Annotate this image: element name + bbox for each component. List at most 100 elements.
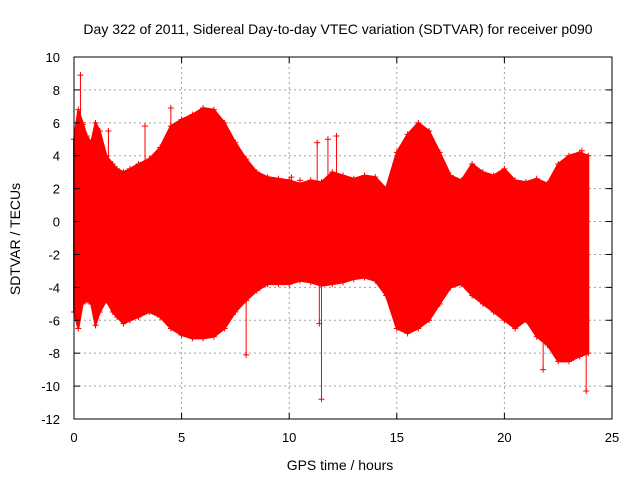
data-point-upper [83, 132, 90, 139]
data-point-outlier [583, 388, 590, 395]
data-point-lower [96, 309, 103, 316]
data-point-outlier [77, 72, 84, 79]
y-tick-label: 10 [46, 50, 60, 65]
data-point-lower [361, 274, 368, 281]
data-point-upper [372, 174, 379, 181]
data-point-upper [307, 177, 314, 184]
data-point-lower [458, 281, 465, 288]
data-point-upper [232, 139, 239, 146]
y-tick-label: -4 [48, 280, 60, 295]
y-tick-label: 0 [53, 215, 60, 230]
data-point-outlier [318, 396, 325, 403]
data-point-lower [146, 309, 153, 316]
data-point-lower [92, 322, 99, 329]
y-tick-label: 2 [53, 182, 60, 197]
data-point-upper [426, 128, 433, 135]
data-point-upper [447, 172, 454, 179]
data-point-lower [178, 332, 185, 339]
y-tick-label: 4 [53, 149, 60, 164]
data-point-lower [83, 297, 90, 304]
data-point-lower [426, 317, 433, 324]
data-point-outlier [578, 147, 585, 154]
data-point-upper [178, 116, 185, 123]
data-point-upper [275, 175, 282, 182]
data-point-outlier [540, 366, 547, 373]
data-point-lower [286, 281, 293, 288]
data-point-lower [350, 276, 357, 283]
data-point-lower [200, 335, 207, 342]
data-point-lower [221, 325, 228, 332]
data-point-lower [404, 330, 411, 337]
data-point-upper [555, 160, 562, 167]
data-point-lower [307, 279, 314, 286]
data-point-upper [114, 165, 121, 172]
data-point-lower [264, 281, 271, 288]
data-point-upper [221, 119, 228, 126]
data-point-upper [88, 139, 95, 146]
y-tick-label: 8 [53, 83, 60, 98]
data-point-upper [135, 160, 142, 167]
sdtvar-band [73, 106, 590, 363]
y-tick-label: -10 [41, 379, 60, 394]
data-points [71, 72, 592, 403]
data-point-lower [501, 317, 508, 324]
data-point-upper [436, 149, 443, 156]
data-point-upper [109, 160, 116, 167]
data-point-upper [200, 105, 207, 112]
data-point-upper [393, 149, 400, 156]
data-point-outlier [288, 174, 295, 181]
data-point-upper [157, 144, 164, 151]
data-point-upper [522, 179, 529, 186]
data-point-lower [383, 292, 390, 299]
data-point-upper [415, 119, 422, 126]
data-point-lower [103, 297, 110, 304]
data-point-upper [469, 160, 476, 167]
data-point-outlier [324, 136, 331, 143]
y-tick-label: -6 [48, 313, 60, 328]
data-point-upper [210, 106, 217, 113]
y-tick-label: 6 [53, 116, 60, 131]
data-point-upper [533, 175, 540, 182]
data-point-upper [479, 169, 486, 176]
data-point-lower [126, 317, 133, 324]
data-point-upper [585, 152, 592, 159]
data-point-lower [469, 292, 476, 299]
data-point-lower [512, 325, 519, 332]
data-point-upper [120, 169, 127, 176]
data-point-lower [415, 325, 422, 332]
data-point-lower [167, 325, 174, 332]
data-point-lower [114, 313, 121, 320]
data-point-lower [189, 335, 196, 342]
data-point-outlier [167, 105, 174, 112]
chart-title: Day 322 of 2011, Sidereal Day-to-day VTE… [83, 21, 592, 37]
data-point-upper [458, 177, 465, 184]
data-point-outlier [79, 121, 86, 128]
data-point-lower [135, 313, 142, 320]
data-point-outlier [296, 177, 303, 184]
data-point-lower [555, 358, 562, 365]
data-point-lower [393, 325, 400, 332]
data-point-upper [243, 156, 250, 163]
data-point-lower [88, 300, 95, 307]
data-point-lower [79, 300, 86, 307]
data-point-lower [490, 309, 497, 316]
y-axis-label: SDTVAR / TECUs [7, 183, 23, 295]
data-point-lower [340, 279, 346, 286]
data-point-lower [232, 309, 239, 316]
data-point-upper [383, 185, 390, 192]
data-point-lower [479, 300, 486, 307]
data-point-upper [253, 169, 260, 176]
y-tick-label: -12 [41, 412, 60, 427]
data-point-lower [447, 284, 454, 291]
data-point-lower [544, 341, 551, 348]
data-point-upper [490, 172, 497, 179]
data-point-lower [522, 317, 529, 324]
y-tick-label: -8 [48, 346, 60, 361]
data-point-lower [75, 325, 82, 332]
data-point-upper [565, 152, 572, 159]
data-point-upper [92, 119, 99, 126]
data-point-lower [109, 309, 116, 316]
data-point-upper [264, 174, 271, 181]
data-point-lower [585, 350, 592, 357]
